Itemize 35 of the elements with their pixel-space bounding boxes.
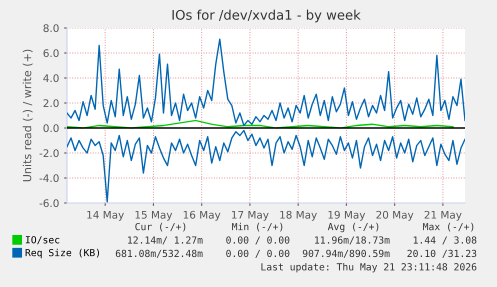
y-tick-label: 8.0 bbox=[44, 24, 59, 32]
text: 681.08m/532.48m bbox=[116, 250, 203, 258]
line-series bbox=[67, 120, 454, 129]
legend-label: IO/sec bbox=[26, 236, 60, 244]
text: Avg (-/+) bbox=[328, 222, 378, 232]
legend-label: Req Size (KB) bbox=[26, 248, 100, 258]
line-series bbox=[67, 38, 465, 126]
text: Max (-/+) bbox=[423, 222, 474, 232]
text: 1.44 / 3.08 bbox=[414, 236, 476, 244]
y-tick-label: 0.0 bbox=[43, 124, 59, 132]
x-tick-label: 16 May bbox=[184, 210, 220, 221]
y-axis-title: Units read (-) / write (+) bbox=[22, 50, 33, 182]
x-tick-label: 20 May bbox=[376, 210, 414, 221]
text: 0.00 / 0.00 bbox=[226, 236, 290, 244]
text: 11.96m/18.73m bbox=[315, 236, 390, 244]
chart-title: IOs for /dev/xvda1 - by week bbox=[172, 10, 361, 22]
x-tick-label: 14 May bbox=[87, 210, 124, 221]
y-tick-label: -4.0 bbox=[40, 174, 59, 182]
text: 907.94m/890.59m bbox=[302, 250, 390, 258]
text: Cur (-/+) bbox=[135, 222, 186, 232]
y-tick-label: 4.0 bbox=[43, 74, 59, 82]
x-tick-label: 18 May bbox=[280, 210, 317, 221]
x-tick-label: 19 May bbox=[328, 210, 366, 221]
x-tick-label: 15 May bbox=[136, 210, 172, 221]
x-tick-label: 17 May bbox=[232, 210, 269, 221]
y-tick-label: 6.0 bbox=[44, 49, 59, 58]
text: 20.10 /31.23 bbox=[407, 250, 476, 258]
text: 0.00 / 0.00 bbox=[226, 250, 290, 258]
y-tick-label: -6.0 bbox=[40, 199, 59, 208]
y-tick-label: -2.0 bbox=[40, 149, 59, 158]
x-tick-label: 21 May bbox=[424, 210, 462, 221]
text: Min (-/+) bbox=[232, 222, 282, 232]
text: Last update: Thu May 21 23:11:48 2026 bbox=[261, 262, 476, 272]
text: 12.14m/ 1.27m bbox=[128, 236, 203, 244]
y-tick-label: 2.0 bbox=[44, 99, 59, 108]
